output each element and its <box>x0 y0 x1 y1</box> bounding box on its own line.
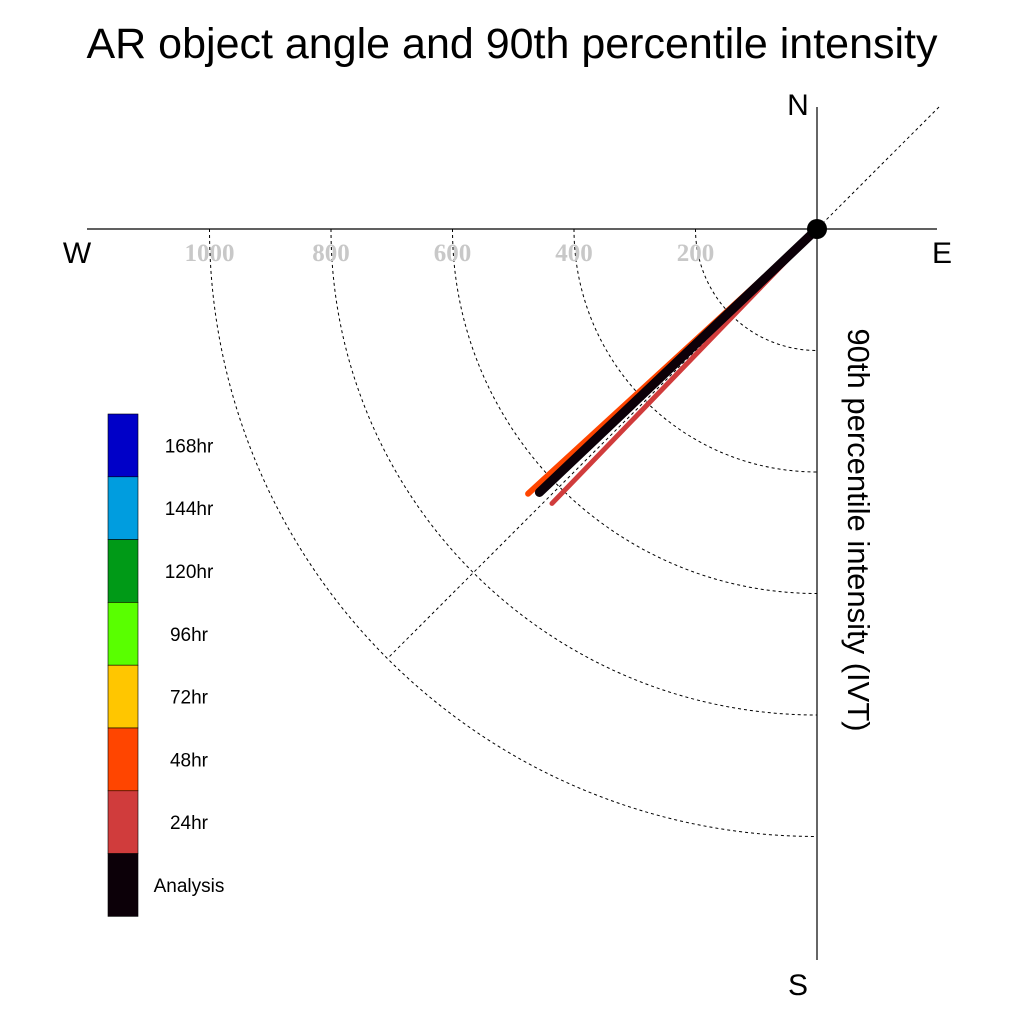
origin-marker <box>807 219 827 239</box>
ring-label-800: 800 <box>312 240 350 267</box>
chart-title: AR object angle and 90th percentile inte… <box>87 20 938 68</box>
range-ring-200 <box>695 228 818 351</box>
legend: 168hr 144hr 120hr 96hr 72hr 48hr 24hr Analysis <box>107 413 225 917</box>
compass-south: S <box>788 969 808 1002</box>
legend-swatch-48hr <box>107 727 139 792</box>
range-ring-600 <box>452 228 818 594</box>
legend-label-24hr: 24hr <box>170 813 209 834</box>
vector-layer <box>525 224 822 506</box>
legend-label-analysis: Analysis <box>154 876 225 897</box>
vector-analysis <box>534 224 822 497</box>
legend-label-168hr: 168hr <box>165 436 214 457</box>
compass-east: E <box>932 237 952 270</box>
ring-label-1000: 1000 <box>185 240 235 267</box>
legend-swatch-144hr <box>107 476 139 540</box>
legend-swatch-96hr <box>107 602 139 666</box>
range-ring-800 <box>330 228 818 716</box>
compass-west: W <box>63 237 92 270</box>
legend-swatch-24hr <box>107 790 139 854</box>
legend-swatch-120hr <box>107 539 139 603</box>
legend-swatch-72hr <box>107 664 139 729</box>
ring-label-600: 600 <box>434 240 472 267</box>
legend-label-120hr: 120hr <box>165 562 214 583</box>
ring-label-200: 200 <box>677 240 715 267</box>
grid-layer <box>209 106 940 837</box>
legend-label-48hr: 48hr <box>170 750 209 771</box>
legend-label-72hr: 72hr <box>170 688 209 709</box>
compass-north: N <box>787 89 809 122</box>
legend-swatch-168hr <box>107 413 139 478</box>
intensity-axis-title: 90th percentile intensity (IVT) <box>841 328 876 731</box>
range-ring-400 <box>573 228 818 473</box>
ring-labels: 200 400 600 800 1000 <box>185 240 715 267</box>
range-ring-1000 <box>209 228 818 837</box>
diagonal-reference-line <box>387 106 940 659</box>
ring-label-400: 400 <box>555 240 593 267</box>
legend-swatch-analysis <box>107 853 139 917</box>
legend-label-144hr: 144hr <box>165 499 214 520</box>
legend-label-96hr: 96hr <box>170 625 209 646</box>
